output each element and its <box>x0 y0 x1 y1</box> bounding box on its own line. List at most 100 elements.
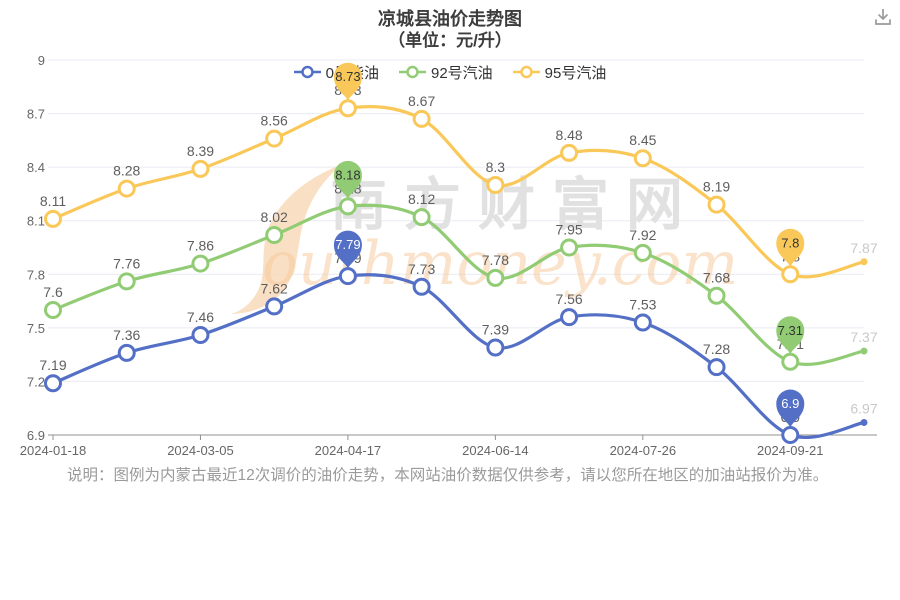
point-marker[interactable] <box>265 226 284 244</box>
point-label: 6.9 <box>781 409 801 425</box>
y-tick-label: 8.7 <box>27 107 45 122</box>
point-label: 7.31 <box>777 336 804 352</box>
watermark-text-cn: 南方财富网 <box>330 171 700 238</box>
point-label: 7.92 <box>629 227 656 243</box>
point-marker[interactable] <box>633 313 652 332</box>
point-marker[interactable] <box>560 308 579 327</box>
point-marker[interactable] <box>560 143 579 162</box>
point-label: 7.76 <box>113 255 140 271</box>
y-tick-label: 7.5 <box>27 321 45 336</box>
point-label: 7.37 <box>850 329 877 345</box>
point-label: 8.67 <box>408 93 435 109</box>
point-marker[interactable] <box>191 254 210 273</box>
max-price-pin-92号汽油[interactable]: 8.18 <box>333 160 362 199</box>
point-marker[interactable] <box>44 374 62 393</box>
point-marker[interactable] <box>633 149 652 168</box>
legend: 0号柴油 92号汽油 95号汽油 <box>0 62 900 83</box>
pin-shape <box>333 160 362 199</box>
current-price-pin-92号汽油[interactable]: 7.31 <box>776 316 805 355</box>
point-label: 7.87 <box>850 240 877 256</box>
point-label: 8.39 <box>187 143 214 159</box>
legend-item-92号汽油[interactable]: 92号汽油 <box>398 62 493 83</box>
point-marker[interactable] <box>707 195 726 214</box>
pin-shape <box>333 230 362 269</box>
y-tick-label: 7.2 <box>27 374 45 389</box>
legend-item-0号柴油[interactable]: 0号柴油 <box>293 62 379 83</box>
pin-shape <box>776 389 805 428</box>
y-tick-label: 7.8 <box>27 267 45 282</box>
point-marker[interactable] <box>44 301 62 319</box>
point-marker[interactable] <box>117 343 136 362</box>
watermark-swoosh <box>231 163 345 314</box>
point-marker[interactable] <box>560 238 579 257</box>
point-marker[interactable] <box>191 159 210 178</box>
point-label: 7.78 <box>482 252 509 268</box>
point-label: 7.62 <box>261 280 288 296</box>
point-marker[interactable] <box>707 358 726 377</box>
point-marker-last[interactable] <box>860 419 868 426</box>
point-label: 8.19 <box>703 179 730 195</box>
chart-subtitle: （单位：元/升） <box>388 31 512 50</box>
y-tick-label: 8.1 <box>27 214 45 229</box>
point-label: 7.53 <box>629 297 656 313</box>
point-label: 8.28 <box>113 163 140 179</box>
download-icon-glyph <box>875 9 891 25</box>
point-label: 8.3 <box>486 159 506 175</box>
pin-label: 7.79 <box>335 237 360 252</box>
point-marker[interactable] <box>486 268 505 287</box>
x-tick-label: 2024-09-21 <box>757 443 824 458</box>
point-marker[interactable] <box>412 109 431 128</box>
point-label: 7.73 <box>408 261 435 277</box>
point-marker[interactable] <box>191 326 210 344</box>
point-marker[interactable] <box>412 208 431 227</box>
point-marker[interactable] <box>338 99 357 118</box>
pin-label: 6.9 <box>781 396 799 411</box>
legend-line-icon <box>512 65 540 79</box>
point-label: 7.36 <box>113 327 140 343</box>
pin-label: 7.8 <box>781 235 799 250</box>
point-marker[interactable] <box>486 176 505 194</box>
point-marker[interactable] <box>117 272 136 291</box>
point-label: 7.86 <box>187 238 214 254</box>
point-label: 7.95 <box>555 222 582 238</box>
point-marker[interactable] <box>117 179 136 198</box>
current-price-pin-95号汽油[interactable]: 7.8 <box>776 228 805 267</box>
point-label: 8.12 <box>408 191 435 207</box>
max-price-pin-0号柴油[interactable]: 7.79 <box>333 230 362 269</box>
legend-line-icon <box>398 65 426 79</box>
x-tick-label: 2024-01-18 <box>20 443 87 458</box>
x-tick-label: 2024-06-14 <box>462 443 529 458</box>
point-label: 7.39 <box>482 322 509 338</box>
point-marker[interactable] <box>44 209 62 228</box>
point-marker[interactable] <box>781 352 800 371</box>
point-label: 7.56 <box>555 291 582 307</box>
point-marker[interactable] <box>338 197 357 216</box>
point-marker[interactable] <box>265 129 284 148</box>
point-marker[interactable] <box>486 338 505 357</box>
watermark-text-en: outhmoney.com <box>262 229 738 299</box>
pin-shape <box>776 316 805 355</box>
point-marker[interactable] <box>338 267 357 286</box>
point-label: 7.6 <box>43 284 63 300</box>
point-marker[interactable] <box>265 297 284 316</box>
point-label: 6.97 <box>850 401 877 417</box>
point-marker[interactable] <box>707 286 726 305</box>
point-marker-last[interactable] <box>860 347 868 355</box>
point-marker-last[interactable] <box>860 258 868 266</box>
point-marker[interactable] <box>633 243 652 262</box>
point-label: 8.18 <box>334 180 361 196</box>
point-marker[interactable] <box>781 426 800 444</box>
point-label: 7.68 <box>703 270 730 286</box>
point-marker[interactable] <box>781 265 800 284</box>
legend-label: 92号汽油 <box>430 64 493 82</box>
legend-item-95号汽油[interactable]: 95号汽油 <box>512 62 606 83</box>
pin-shape <box>776 228 805 267</box>
series-line-0号柴油 <box>51 273 866 439</box>
point-marker[interactable] <box>412 277 431 296</box>
point-label: 7.46 <box>187 309 214 325</box>
current-price-pin-0号柴油[interactable]: 6.9 <box>776 389 805 428</box>
download-icon[interactable] <box>871 5 895 29</box>
y-tick-label: 8.4 <box>27 160 45 175</box>
legend-line-icon <box>293 65 321 79</box>
